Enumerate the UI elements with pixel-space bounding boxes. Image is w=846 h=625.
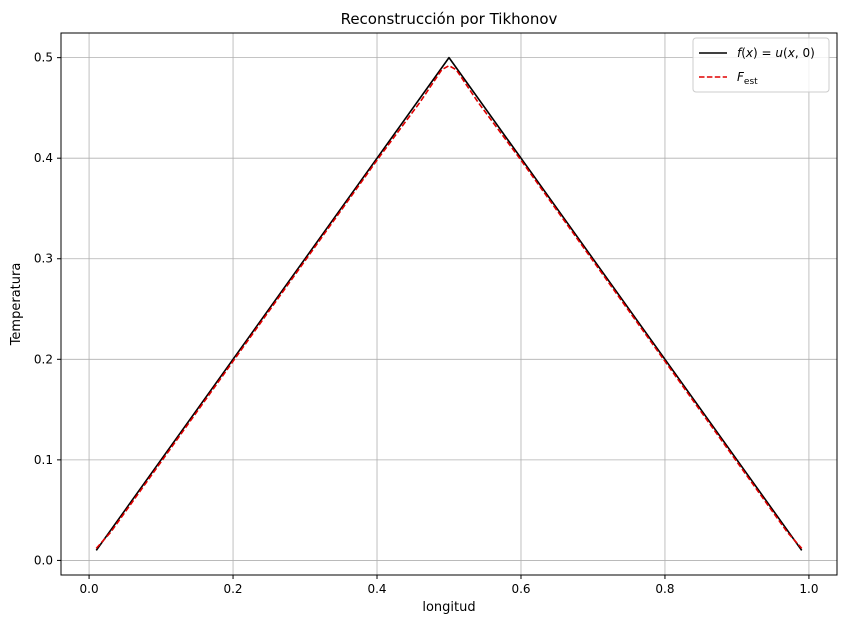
y-axis-label: Temperatura [9, 263, 24, 347]
legend-box [692, 37, 830, 93]
x-tick-label: 0.4 [367, 582, 386, 596]
x-axis-label: longitud [422, 600, 475, 615]
legend: f(x) = u(x, 0) Fest [692, 37, 830, 93]
axis-ticks: 0.0 0.2 0.4 0.6 0.8 1.0 0.0 0.1 0.2 0.3 0.4 0.5 [34, 51, 819, 596]
x-tick-label: 0.0 [80, 582, 99, 596]
x-tick-label: 0.2 [223, 582, 242, 596]
y-tick-label: 0.2 [34, 352, 53, 366]
series-line-f [95, 56, 803, 551]
y-tick-label: 0.5 [34, 51, 53, 65]
legend-label-f: f(x) = u(x, 0) [737, 46, 815, 60]
x-tick-label: 0.8 [655, 582, 674, 596]
y-tick-label: 0.1 [34, 453, 53, 467]
plot-series [95, 56, 803, 551]
y-tick-label: 0.4 [34, 151, 53, 165]
series-line-fest [95, 64, 803, 549]
y-tick-label: 0.0 [34, 553, 53, 567]
x-tick-label: 0.6 [511, 582, 530, 596]
x-tick-label: 1.0 [799, 582, 818, 596]
plot-frame [60, 32, 838, 576]
chart-title: Reconstrucción por Tikhonov [341, 10, 558, 28]
y-tick-label: 0.3 [34, 252, 53, 266]
legend-label-fest: Fest [737, 70, 758, 87]
grid [61, 33, 837, 575]
